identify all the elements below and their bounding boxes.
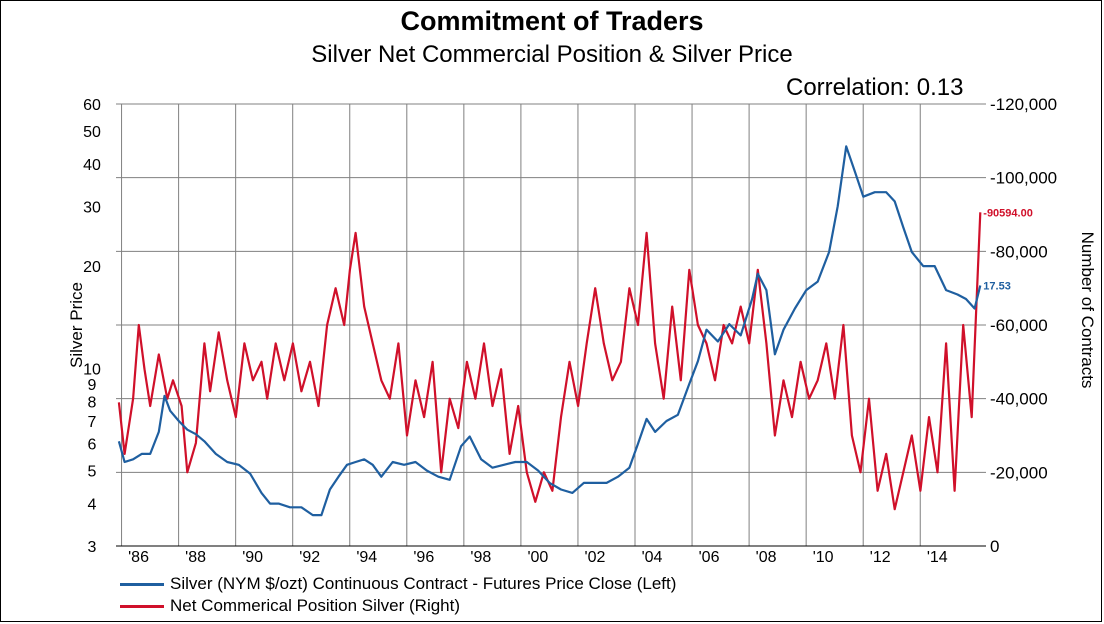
left-tick-label-11: 50 [83, 124, 101, 141]
legend-swatch-position [120, 604, 164, 608]
left-tick-label-7: 10 [83, 361, 101, 378]
x-tick-label-12: '10 [813, 549, 834, 566]
legend-item-position: Net Commerical Position Silver (Right) [120, 596, 460, 616]
right-tick-label-2: -40,000 [990, 390, 1048, 409]
left-tick-label-8: 20 [83, 259, 101, 276]
legend-label-position: Net Commerical Position Silver (Right) [170, 596, 461, 615]
legend-item-silver: Silver (NYM $/ozt) Continuous Contract -… [120, 574, 676, 594]
x-axis-ticks: '86 '88 '90 '92 '94 '96 '98 '00 '02 '04 '06 '08 '10 '… [128, 549, 948, 566]
left-tick-label-6: 9 [88, 377, 97, 394]
left-tick-label-0: 3 [88, 539, 97, 556]
right-tick-label-5: -100,000 [990, 169, 1057, 188]
silver-last-value-label: 17.53 [983, 281, 1011, 293]
left-tick-label-4: 7 [88, 414, 97, 431]
net-commercial-position-line [117, 212, 982, 511]
right-tick-label-4: -80,000 [990, 242, 1048, 261]
right-tick-label-1: -20,000 [990, 463, 1048, 482]
chart-subtitle: Silver Net Commercial Position & Silver … [311, 41, 793, 68]
x-tick-label-2: '90 [242, 549, 263, 566]
chart-title: Commitment of Traders [400, 6, 704, 36]
x-tick-label-7: '00 [527, 549, 548, 566]
correlation-annotation: Correlation: 0.13 [786, 74, 964, 101]
legend-label-silver: Silver (NYM $/ozt) Continuous Contract -… [170, 574, 677, 593]
position-last-value-label: -90594.00 [983, 207, 1033, 219]
x-tick-label-6: '98 [470, 549, 491, 566]
x-tick-label-0: '86 [128, 549, 149, 566]
x-tick-label-11: '08 [756, 549, 777, 566]
x-tick-label-4: '94 [356, 549, 377, 566]
left-tick-label-1: 4 [88, 497, 97, 514]
left-tick-label-9: 30 [83, 199, 101, 216]
x-tick-label-9: '04 [642, 549, 663, 566]
x-tick-label-1: '88 [185, 549, 206, 566]
left-axis-label: Silver Price [67, 282, 86, 368]
right-axis-label: Number of Contracts [1078, 232, 1097, 389]
x-tick-label-3: '92 [299, 549, 320, 566]
right-axis-ticks: 0 -20,000 -40,000 -60,000 -80,000 -100,000 -12… [990, 95, 1057, 556]
right-tick-label-0: 0 [990, 537, 999, 556]
left-tick-label-5: 8 [88, 394, 97, 411]
right-tick-label-3: -60,000 [990, 316, 1048, 335]
left-tick-label-2: 5 [88, 464, 97, 481]
left-tick-label-12: 60 [83, 97, 101, 114]
right-tick-label-6: -120,000 [990, 95, 1057, 114]
x-tick-label-14: '14 [927, 549, 948, 566]
x-tick-label-5: '96 [413, 549, 434, 566]
series-lines [117, 145, 982, 517]
silver-price-line [117, 145, 982, 517]
left-tick-label-3: 6 [88, 437, 97, 454]
legend-swatch-silver [120, 582, 164, 586]
x-tick-label-10: '06 [699, 549, 720, 566]
left-tick-label-10: 40 [83, 157, 101, 174]
end-labels: 17.53 -90594.00 [983, 207, 1033, 292]
x-tick-label-8: '02 [585, 549, 606, 566]
x-tick-label-13: '12 [870, 549, 891, 566]
